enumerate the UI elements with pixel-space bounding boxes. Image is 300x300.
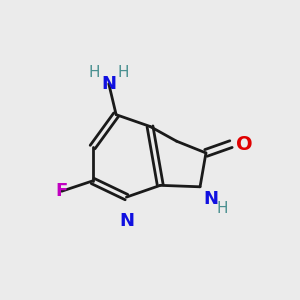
Text: O: O — [236, 135, 253, 154]
Text: N: N — [119, 212, 134, 230]
Text: H: H — [88, 65, 100, 80]
Text: N: N — [101, 75, 116, 93]
Text: F: F — [56, 182, 68, 200]
Text: N: N — [203, 190, 218, 208]
Text: H: H — [216, 201, 228, 216]
Text: H: H — [117, 65, 129, 80]
